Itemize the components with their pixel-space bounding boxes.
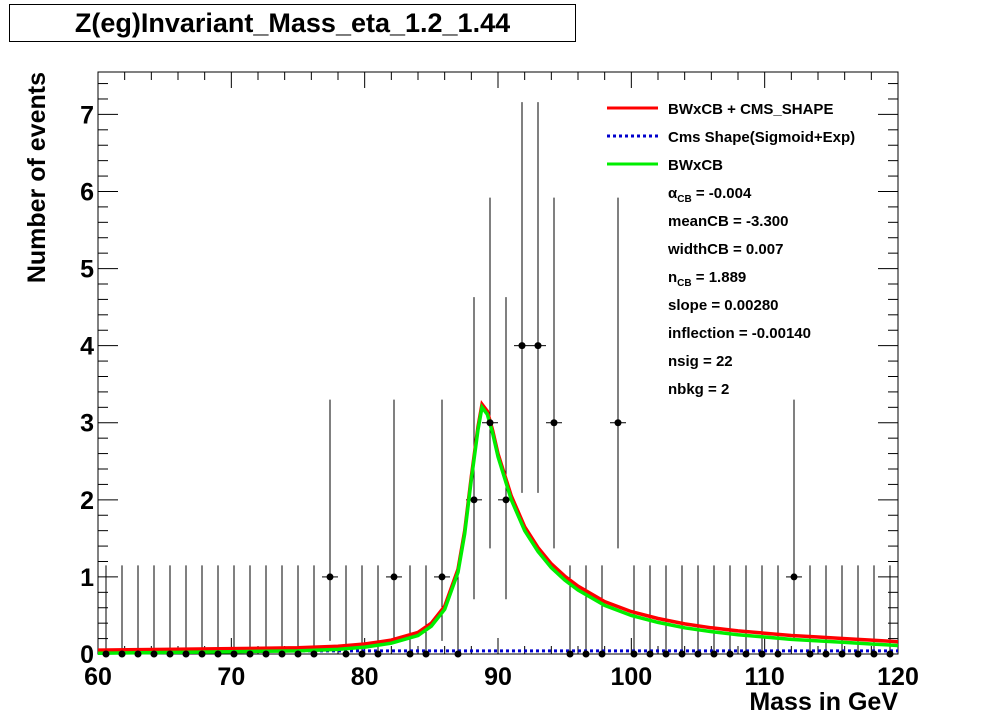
fit-parameter-text: slope = 0.00280 [668, 297, 779, 314]
data-point [214, 650, 222, 658]
data-point [358, 650, 366, 658]
y-tick-label: 4 [80, 333, 94, 361]
data-point [390, 573, 398, 581]
data-point [518, 342, 526, 350]
data-point [374, 650, 382, 658]
data-point [102, 650, 110, 658]
data-point [838, 650, 846, 658]
fit-parameter-text: nsig = 22 [668, 353, 733, 370]
data-point [454, 650, 462, 658]
x-tick-label: 120 [877, 663, 919, 691]
fit-parameter-text: inflection = -0.00140 [668, 325, 811, 342]
series-line-2 [97, 403, 899, 655]
data-point [806, 650, 814, 658]
data-point [662, 650, 670, 658]
y-tick-label: 6 [80, 178, 94, 206]
data-point [406, 650, 414, 658]
data-point [134, 650, 142, 658]
fit-parameter-text: meanCB = -3.300 [668, 213, 789, 230]
data-point [294, 650, 302, 658]
data-point [790, 573, 798, 581]
data-point [246, 650, 254, 658]
y-tick-label: 2 [80, 487, 94, 515]
fit-parameter-text: nbkg = 2 [668, 381, 729, 398]
data-point [342, 650, 350, 658]
data-point [630, 650, 638, 658]
data-point [198, 650, 206, 658]
data-point [582, 650, 590, 658]
data-point [486, 419, 494, 427]
data-point [694, 650, 702, 658]
data-point [422, 650, 430, 658]
data-point [646, 650, 654, 658]
data-point [566, 650, 574, 658]
chart-title: Z(eg)Invariant_Mass_eta_1.2_1.44 [9, 4, 576, 42]
x-tick-label: 60 [84, 663, 112, 691]
data-point [118, 650, 126, 658]
data-point [598, 650, 606, 658]
fit-parameter-text: αCB = -0.004 [668, 185, 752, 205]
data-point [534, 342, 542, 350]
y-tick-label: 0 [80, 641, 94, 669]
data-point [166, 650, 174, 658]
y-tick-label: 1 [80, 564, 94, 592]
y-axis-title: Number of events [23, 72, 51, 283]
y-tick-label: 7 [80, 101, 94, 129]
data-point [438, 573, 446, 581]
fit-parameter-text: widthCB = 0.007 [667, 241, 783, 258]
data-point [230, 650, 238, 658]
data-point [278, 650, 286, 658]
data-point [326, 573, 334, 581]
x-axis-title: Mass in GeV [749, 688, 898, 716]
x-tick-label: 100 [610, 663, 652, 691]
data-point [742, 650, 750, 658]
x-tick-label: 70 [217, 663, 245, 691]
data-point [182, 650, 190, 658]
legend-entry: Cms Shape(Sigmoid+Exp) [668, 129, 855, 146]
data-point [678, 650, 686, 658]
data-point [502, 496, 510, 504]
y-tick-label: 5 [80, 256, 94, 284]
data-point [470, 496, 478, 504]
fit-parameter-text: nCB = 1.889 [668, 269, 746, 289]
x-tick-label: 110 [744, 663, 784, 691]
x-tick-label: 80 [351, 663, 379, 691]
data-point [870, 650, 878, 658]
x-tick-label: 90 [484, 663, 512, 691]
data-point [726, 650, 734, 658]
data-point [310, 650, 318, 658]
y-tick-label: 3 [80, 410, 94, 438]
data-point [550, 419, 558, 427]
data-point [710, 650, 718, 658]
data-point [886, 650, 894, 658]
data-point [854, 650, 862, 658]
data-point [758, 650, 766, 658]
data-point [150, 650, 158, 658]
data-point [262, 650, 270, 658]
data-point [822, 650, 830, 658]
legend-entry: BWxCB [668, 157, 723, 174]
data-point [614, 419, 622, 427]
legend-entry: BWxCB + CMS_SHAPE [668, 101, 833, 118]
data-point [774, 650, 782, 658]
